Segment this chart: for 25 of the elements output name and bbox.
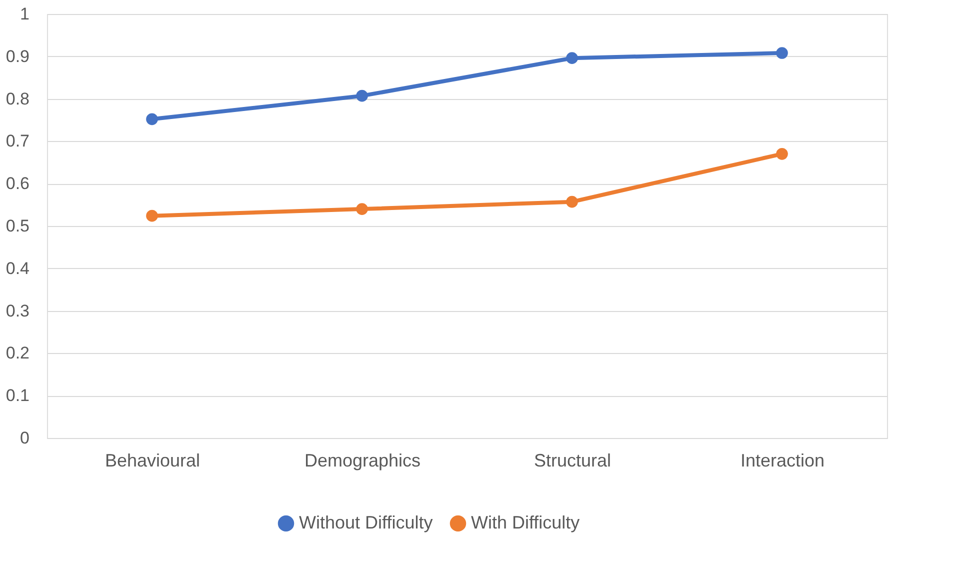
- y-tick-label: 0.8: [6, 89, 30, 108]
- y-tick-label: 0.1: [6, 386, 30, 406]
- point: [566, 196, 578, 208]
- x-tick-label: Interaction: [740, 450, 825, 470]
- y-tick-label: 0.9: [6, 46, 30, 66]
- y-tick-label: 0.4: [6, 258, 30, 278]
- point: [146, 113, 158, 126]
- point: [356, 203, 368, 215]
- x-tick-label: Structural: [534, 450, 612, 470]
- x-tick-label: Behavioural: [104, 450, 200, 470]
- y-tick-label: 0.2: [6, 344, 30, 363]
- y-tick-label: 0.7: [6, 132, 30, 151]
- y-tick-label: 1: [20, 4, 30, 24]
- point: [146, 210, 158, 222]
- y-tick-label: 0: [20, 428, 30, 448]
- y-tick-label: 0.3: [6, 301, 30, 320]
- legend-label: With Difficulty: [471, 512, 580, 532]
- point: [776, 148, 788, 160]
- point: [356, 90, 368, 102]
- point: [776, 47, 788, 59]
- y-tick-label: 0.6: [6, 174, 30, 194]
- point: [566, 52, 578, 64]
- legend-label: Without Difficulty: [299, 512, 433, 532]
- x-tick-label: Demographics: [304, 450, 421, 470]
- y-tick-label: 0.5: [6, 216, 30, 236]
